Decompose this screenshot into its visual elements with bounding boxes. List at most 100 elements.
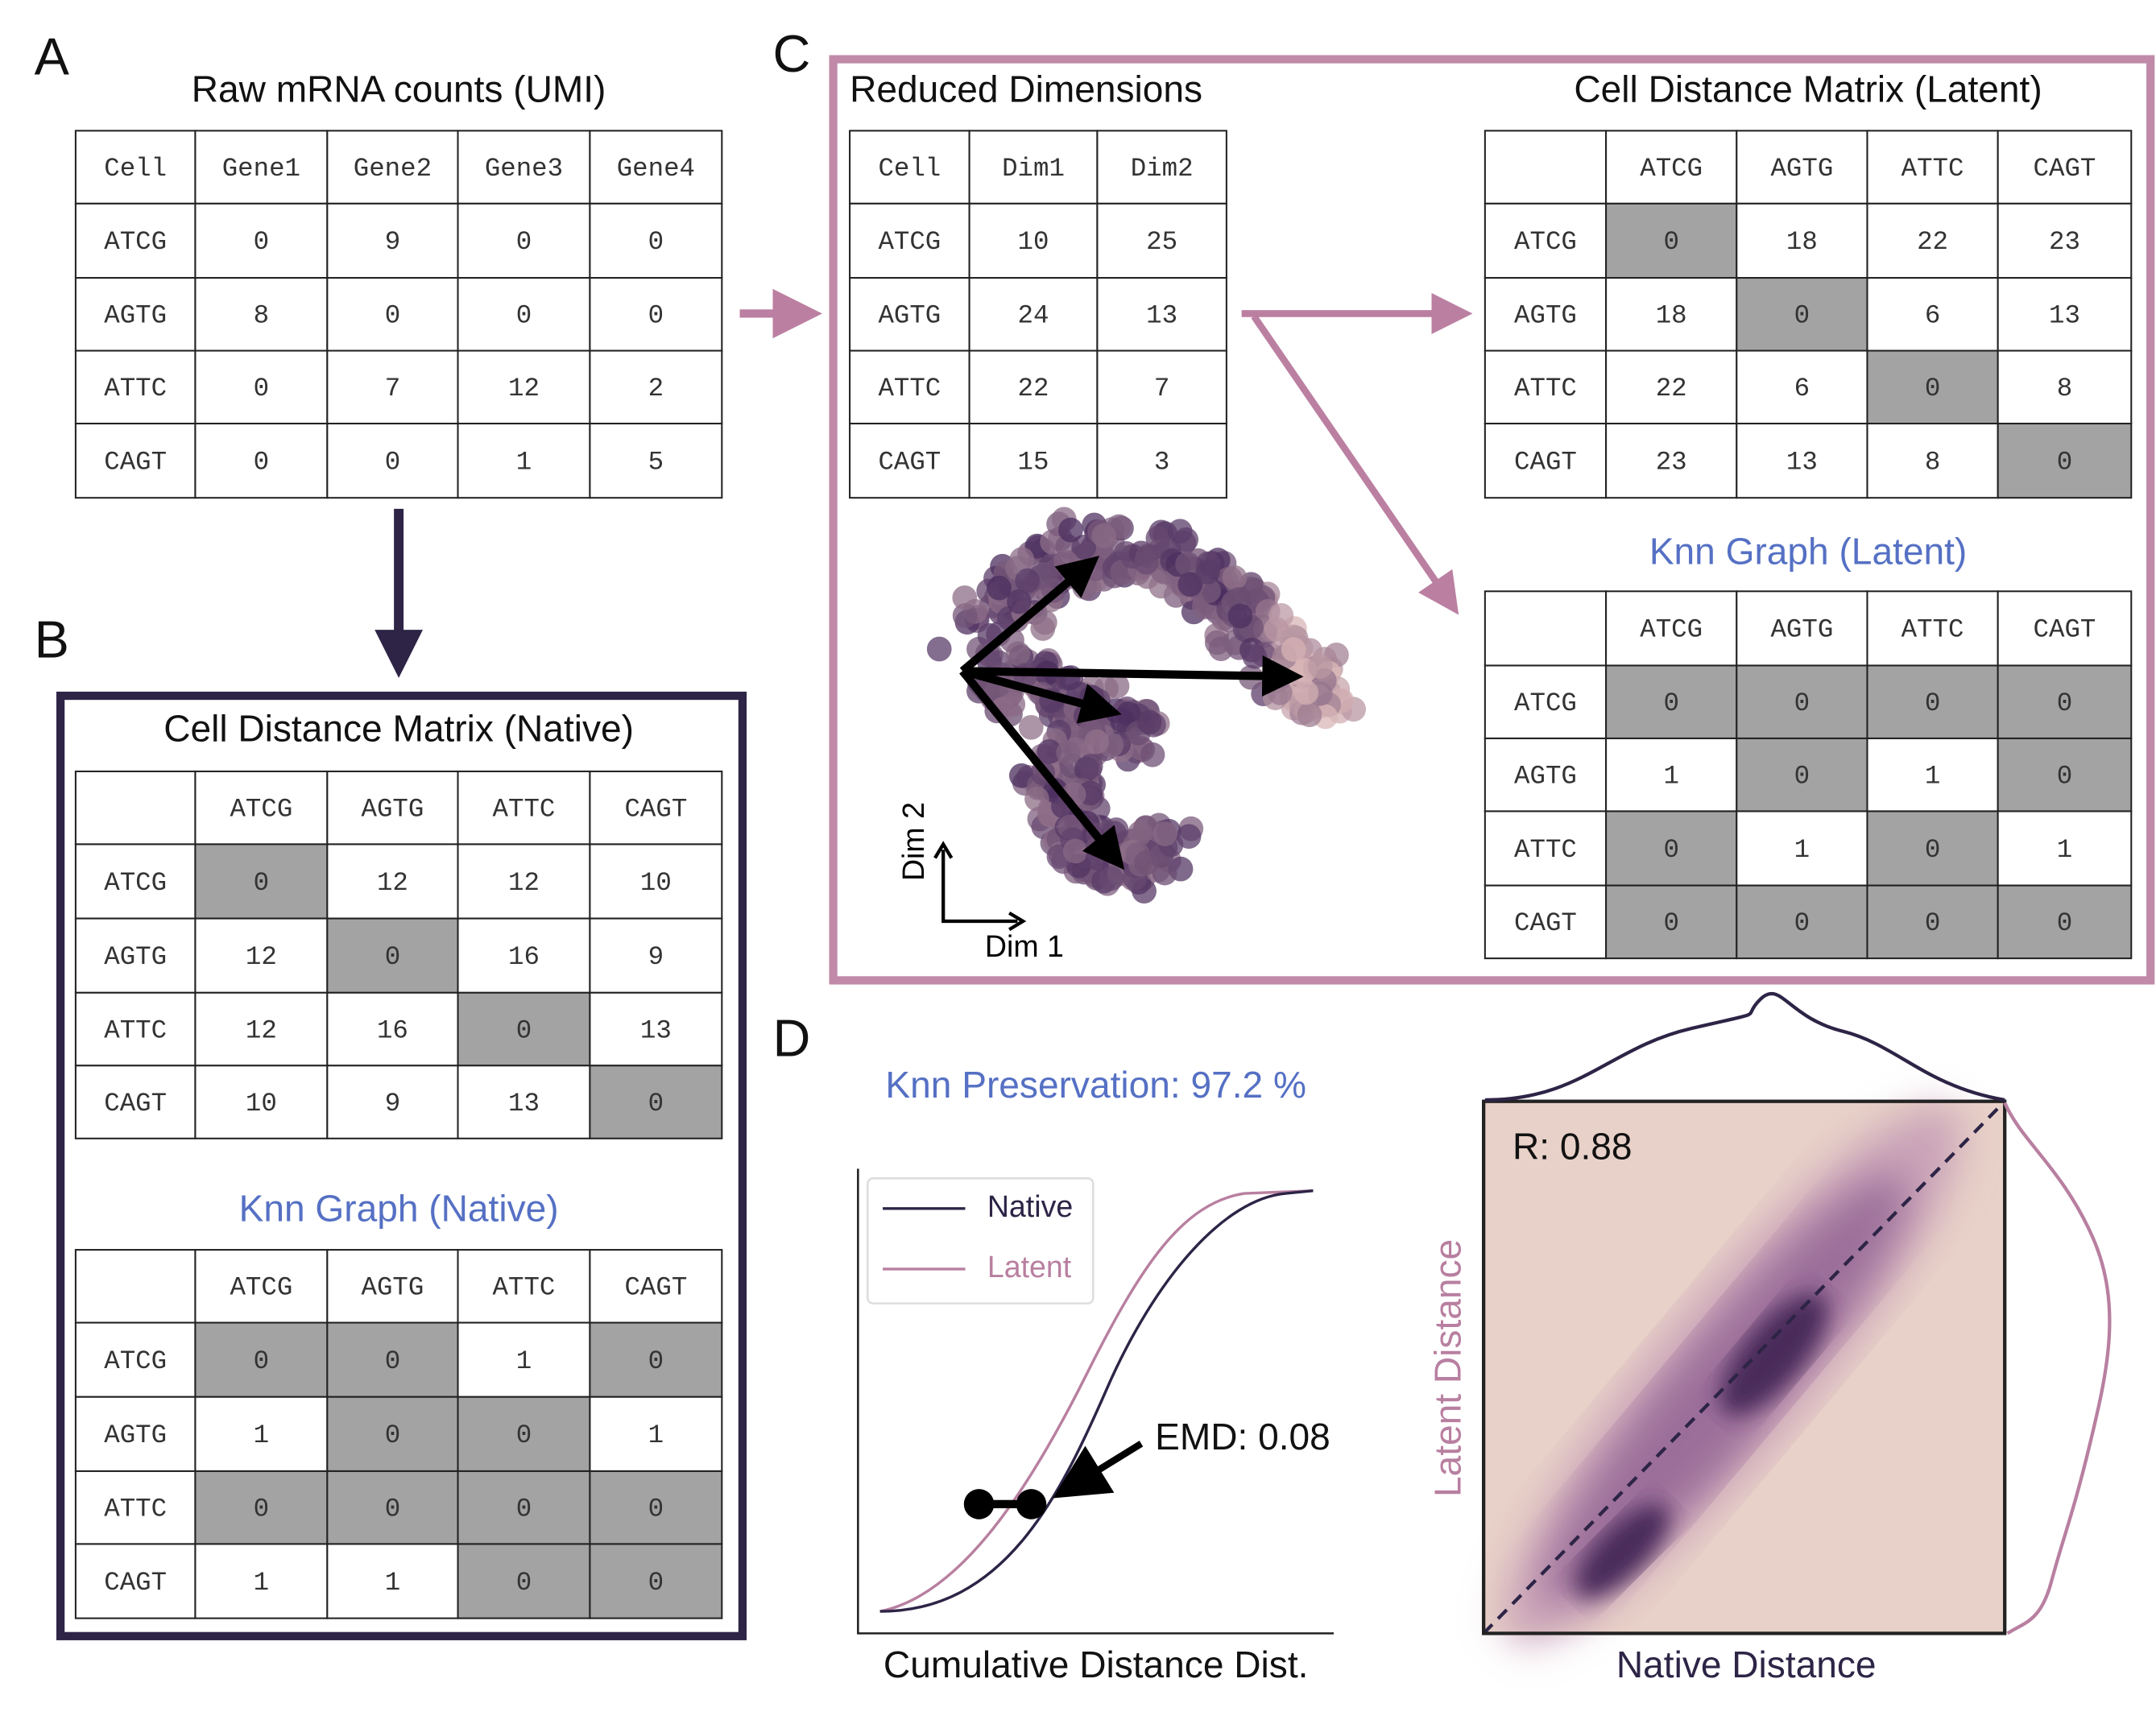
cell-value: 0 (516, 1420, 532, 1450)
cell-value: 0 (385, 1420, 400, 1450)
table-cell (849, 202, 970, 279)
table-cell (194, 277, 329, 352)
table-cell (589, 770, 723, 846)
table-cell (1605, 202, 1738, 279)
cell-point (987, 575, 1012, 601)
cell-value: 0 (1663, 835, 1678, 865)
column-header: CAGT (2034, 154, 2096, 184)
table-cell (1997, 590, 2133, 667)
cell-value: 0 (1925, 835, 1940, 865)
table: ATCG AGTG ATTC CAGT ATCG 0 18 22 23 AGTG 18 0 6 13 ATT… (1484, 130, 2133, 499)
table-cell (326, 1543, 459, 1619)
table-cell (1096, 277, 1227, 352)
cell-value: 0 (385, 447, 400, 477)
cell-value: 22 (1656, 374, 1687, 403)
table-cell (457, 422, 591, 499)
panel-label: B (35, 610, 69, 668)
arrow (961, 667, 1122, 724)
table-cell (1997, 884, 2133, 960)
table-cell (457, 1543, 591, 1619)
column-header: ATTC (493, 1273, 556, 1303)
table-cell (1484, 810, 1608, 887)
cell-value: 12 (508, 374, 540, 403)
row-header: ATTC (104, 374, 167, 403)
cell-value: 10 (1018, 227, 1049, 257)
cell-value: 8 (1925, 447, 1940, 477)
panel-label: D (772, 1008, 810, 1067)
cell-value: 0 (516, 301, 532, 331)
axis-label: Dim 1 (985, 929, 1064, 963)
table-cell (849, 422, 970, 499)
row-header: ATCG (1514, 688, 1577, 718)
axis-label: Cumulative Distance Dist. (884, 1644, 1309, 1685)
cell-value: 0 (1794, 761, 1810, 791)
column-header: AGTG (1770, 615, 1833, 645)
table-cell (194, 422, 329, 499)
table-cell (457, 130, 591, 205)
cell-value: 24 (1018, 301, 1049, 331)
emd-point (963, 1489, 995, 1520)
cell-value: 12 (246, 942, 277, 972)
table-cell (326, 1065, 459, 1139)
table-cell (326, 349, 459, 425)
cell-value: 0 (648, 1089, 664, 1119)
table-cell (1484, 130, 1608, 205)
cell-value: 16 (508, 942, 540, 972)
cell-value: 0 (1663, 227, 1678, 257)
row-header: CAGT (104, 447, 167, 477)
column-header: Cell (104, 154, 167, 184)
cell-value: 16 (377, 1015, 408, 1045)
arrow (1251, 314, 1459, 615)
cell-value: 9 (385, 227, 400, 257)
cell-value: 0 (254, 227, 269, 257)
axis-glyph (941, 850, 1018, 924)
table-cell (1866, 737, 1999, 813)
table-cell (326, 917, 459, 994)
table-cell (194, 1396, 329, 1472)
cell-value: 0 (516, 1015, 532, 1045)
cell-value: 0 (254, 447, 269, 477)
cell-value: 9 (385, 1089, 400, 1119)
density-peak (1562, 1490, 1684, 1612)
cell-value: 1 (648, 1420, 664, 1450)
cell-point (1078, 754, 1103, 779)
density (1454, 1063, 2012, 1687)
cell-value: 0 (648, 1568, 664, 1598)
column-header: AGTG (1770, 154, 1833, 184)
cell-point (1007, 589, 1032, 614)
row-header: CAGT (1514, 447, 1577, 477)
cell-value: 3 (1154, 447, 1169, 477)
table-cell (1866, 810, 1999, 887)
cell-point (1152, 821, 1177, 846)
table-cell (1997, 737, 2133, 813)
row-header: AGTG (104, 301, 167, 331)
cell-value: 0 (2057, 447, 2072, 477)
column-header: ATTC (1902, 615, 1964, 645)
cell-value: 0 (648, 227, 664, 257)
embedding-arrows (959, 556, 1304, 870)
cell-value: 10 (246, 1089, 277, 1119)
axis-label: Latent Distance (1426, 1239, 1468, 1497)
table-cell (326, 1470, 459, 1545)
marginal-native (1484, 991, 2005, 1102)
cell-value: 1 (1663, 761, 1678, 791)
table-cell (589, 917, 723, 994)
row-header: ATTC (1514, 835, 1577, 865)
cell-point (952, 603, 978, 628)
table-title: Knn Graph (Latent) (1649, 530, 1967, 572)
table-cell (1866, 277, 1999, 352)
column-header: AGTG (362, 794, 424, 824)
table-cell (1605, 590, 1738, 667)
cell-point (1242, 643, 1268, 669)
cell-value: 0 (254, 868, 269, 898)
cell-point (1030, 616, 1056, 641)
row-header: AGTG (1514, 761, 1577, 791)
table-cell (457, 770, 591, 846)
cell-value: 18 (1786, 227, 1818, 257)
column-header: AGTG (362, 1273, 424, 1303)
table-cell (326, 422, 459, 499)
table-cell (1997, 202, 2133, 279)
cell-point (1167, 519, 1193, 544)
table-cell (74, 1321, 197, 1398)
cell-point (1152, 860, 1177, 886)
